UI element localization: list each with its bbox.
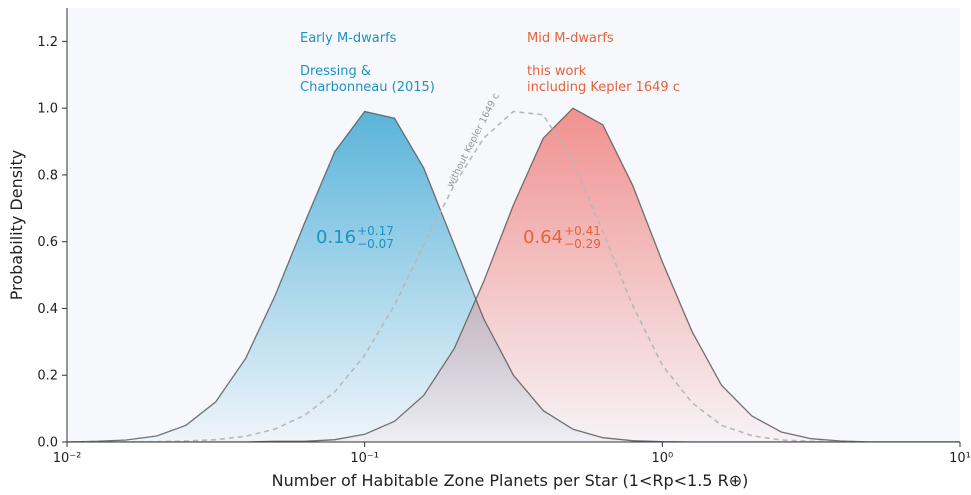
annotation: Early M-dwarfs — [300, 31, 397, 46]
x-tick-label: 10⁻² — [53, 451, 82, 466]
area-fill — [67, 108, 960, 442]
y-tick-label: 0.0 — [37, 436, 58, 451]
curve-line — [67, 107, 960, 442]
y-tick-label: 1.0 — [37, 102, 58, 117]
x-tick-label: 10⁻¹ — [350, 451, 379, 466]
curve-line — [67, 110, 960, 442]
x-tick-label: 10¹ — [949, 451, 971, 466]
estimate-upper: +0.17 — [357, 224, 394, 238]
estimate-value: 0.64 — [523, 227, 563, 248]
annotation: Dressing & — [300, 64, 371, 79]
curve-line — [67, 110, 960, 442]
annotation: Charbonneau (2015) — [300, 80, 435, 95]
plot-layer — [67, 107, 960, 442]
x-axis-label: Number of Habitable Zone Planets per Sta… — [272, 471, 749, 490]
area-fill — [67, 111, 960, 442]
y-tick-label: 0.2 — [37, 369, 58, 384]
annotation: Mid M-dwarfs — [527, 31, 614, 46]
y-tick-label: 0.6 — [37, 235, 58, 250]
x-tick-label: 10⁰ — [651, 451, 673, 466]
estimate-value: 0.16 — [316, 227, 356, 248]
y-tick-label: 0.8 — [37, 168, 58, 183]
y-tick-label: 0.4 — [37, 302, 58, 317]
estimate-lower: −0.07 — [357, 237, 394, 251]
estimate-upper: +0.41 — [564, 224, 601, 238]
estimate-lower: −0.29 — [564, 237, 601, 251]
annotation: this work — [527, 64, 587, 79]
annotation: including Kepler 1649 c — [527, 80, 680, 95]
y-axis-label: Probability Density — [7, 150, 26, 301]
y-tick-label: 1.2 — [37, 35, 58, 50]
